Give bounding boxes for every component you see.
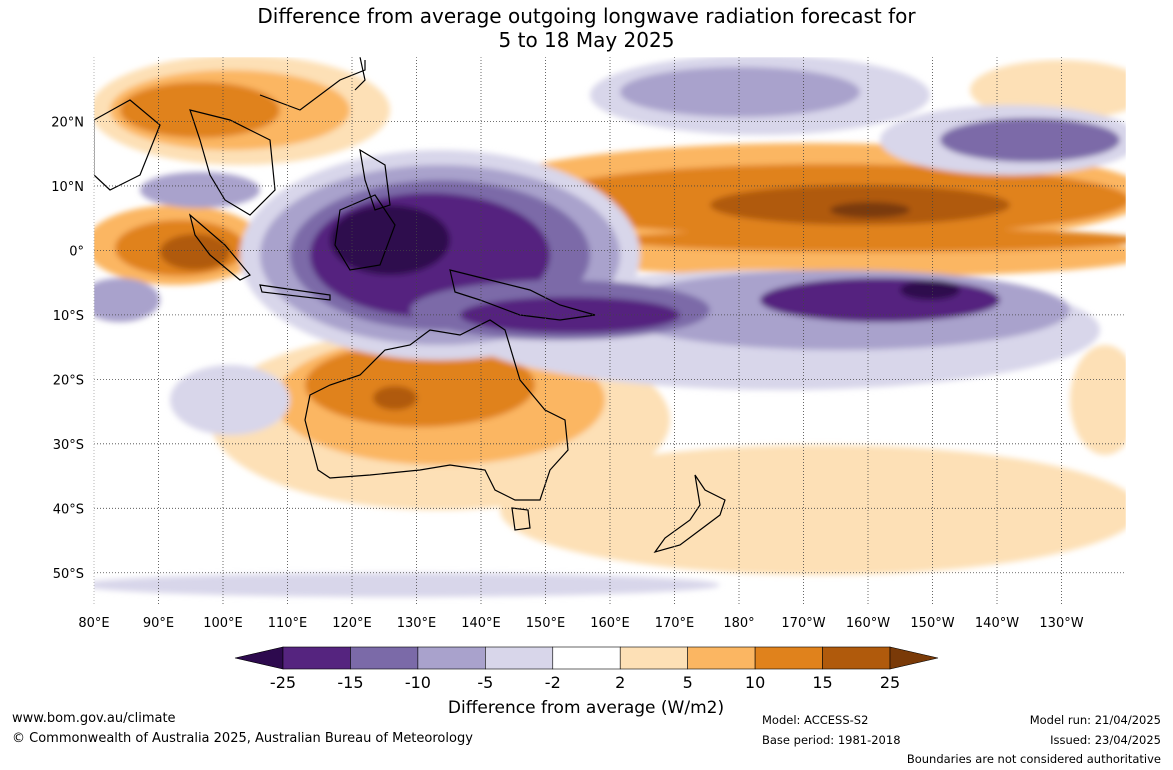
tasmania-coastline (511, 507, 531, 531)
colorbar-tick-label: 25 (880, 673, 900, 692)
new-zealand-coastline (653, 474, 726, 554)
sumatra-coastline (188, 213, 251, 281)
axis-tick-labels: 80°E 90°E 100°E 110°E 120°E 130°E 140°E 150°E 16… (51, 115, 1084, 631)
colorbar-tick-label: -2 (545, 673, 561, 692)
china-coastline (259, 60, 366, 111)
latitude-tick-label: 20°N (51, 115, 84, 130)
longitude-tick-label: 170°W (781, 616, 825, 631)
map-title: Difference from average outgoing longwav… (0, 4, 1173, 52)
longitude-tick-label: 140°W (975, 616, 1019, 631)
colorbar-tick-label: 15 (812, 673, 832, 692)
model-run-date: Model run: 21/04/2025 (1029, 713, 1161, 727)
title-line-1: Difference from average outgoing longwav… (257, 4, 916, 28)
colorbar-segment (552, 646, 621, 670)
india-coastline (94, 99, 161, 191)
boundary-disclaimer: Boundaries are not considered authoritat… (906, 752, 1161, 766)
colorbar-label: Difference from average (W/m2) (448, 698, 724, 718)
australia-coastline (304, 319, 569, 501)
colorbar-segment (754, 646, 823, 670)
indochina-coastline (189, 109, 276, 216)
new-guinea-coastline (449, 269, 596, 321)
colorbar-segment (485, 646, 554, 670)
longitude-tick-label: 140°E (461, 616, 501, 631)
longitude-tick-label: 120°E (332, 616, 372, 631)
colorbar-tick-label: -25 (270, 673, 296, 692)
latitude-tick-label: 40°S (53, 502, 84, 517)
colorbar-segment (619, 646, 688, 670)
latitude-tick-label: 30°S (53, 438, 84, 453)
longitude-tick-label: 110°E (268, 616, 308, 631)
colorbar-min-extension (234, 646, 284, 670)
anomaly-field (94, 57, 1126, 605)
model-name: Model: ACCESS-S2 (762, 713, 869, 727)
longitude-tick-label: 90°E (143, 616, 174, 631)
colorbar-segment (822, 646, 891, 670)
colorbar-segment (350, 646, 419, 670)
longitude-tick-label: 160°W (846, 616, 890, 631)
colorbar: -25 -15 -10 -5 -2 2 5 10 15 25 (234, 646, 939, 692)
longitude-tick-label: 150°W (910, 616, 954, 631)
japan-coastline (354, 57, 366, 91)
colorbar-segment (282, 646, 351, 670)
colorbar-max-extension (889, 646, 939, 670)
philippines-coastline (359, 148, 391, 211)
latitude-tick-label: 20°S (53, 373, 84, 388)
copyright-notice: © Commonwealth of Australia 2025, Austra… (12, 731, 473, 746)
longitude-tick-label: 160°E (590, 616, 630, 631)
borneo-coastline (334, 194, 396, 271)
longitude-tick-label: 80°E (78, 616, 109, 631)
gridlines (93, 57, 1126, 605)
longitude-tick-label: 130°W (1039, 616, 1083, 631)
colorbar-tick-label: -15 (337, 673, 363, 692)
base-period: Base period: 1981-2018 (762, 733, 901, 747)
coastlines (94, 57, 726, 554)
colorbar-tick-label: 10 (745, 673, 765, 692)
title-line-2: 5 to 18 May 2025 (498, 28, 675, 52)
latitude-tick-label: 0° (69, 244, 84, 259)
colorbar-tick-label: 5 (683, 673, 693, 692)
colorbar-tick-label: -10 (405, 673, 431, 692)
latitude-tick-label: 10°S (53, 309, 84, 324)
longitude-tick-label: 100°E (203, 616, 243, 631)
website-link[interactable]: www.bom.gov.au/climate (12, 711, 176, 726)
longitude-tick-label: 170°E (655, 616, 695, 631)
latitude-tick-label: 50°S (53, 567, 84, 582)
latitude-tick-label: 10°N (51, 180, 84, 195)
colorbar-segment (417, 646, 486, 670)
longitude-tick-label: 180° (723, 616, 754, 631)
longitude-tick-label: 130°E (397, 616, 437, 631)
colorbar-segment (687, 646, 756, 670)
longitude-tick-label: 150°E (526, 616, 566, 631)
issued-date: Issued: 23/04/2025 (1050, 733, 1161, 747)
java-coastline (259, 284, 331, 301)
colorbar-tick-label: -5 (477, 673, 493, 692)
colorbar-tick-label: 2 (615, 673, 625, 692)
